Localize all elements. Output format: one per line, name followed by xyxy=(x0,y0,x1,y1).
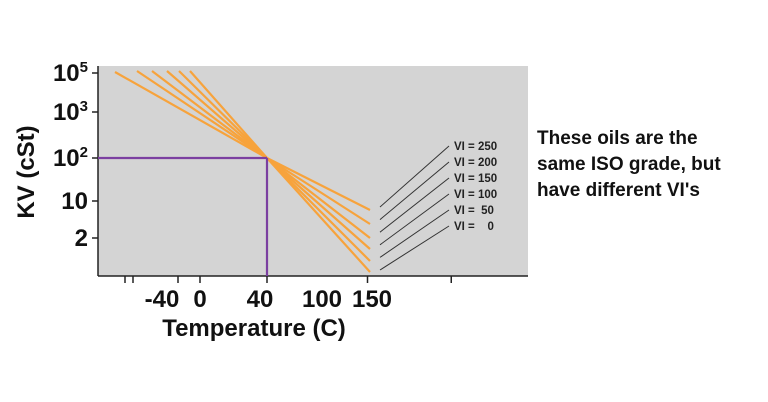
annotation-line: These oils are the xyxy=(537,128,698,149)
x-tick-label: 40 xyxy=(247,286,274,313)
x-tick-label: 0 xyxy=(193,286,206,313)
vi-leader-line xyxy=(379,209,450,258)
vi-leader-line xyxy=(379,193,450,246)
vi-label: VI = 200 xyxy=(454,157,497,169)
vi-leader-line xyxy=(379,225,450,271)
y-tick-label: 10 xyxy=(61,188,88,215)
annotation-line: have different VI's xyxy=(537,180,700,201)
vi-leader-line xyxy=(379,177,450,233)
vi-label: VI = 0 xyxy=(454,221,494,233)
plot-area xyxy=(98,66,528,276)
x-tick-label: -40 xyxy=(145,286,180,313)
y-tick-label: 105 xyxy=(53,59,88,87)
vi-label: VI = 150 xyxy=(454,173,497,185)
y-axis-title: KV (cSt) xyxy=(13,125,40,218)
vi-label: VI = 100 xyxy=(454,189,497,201)
vi-label: VI = 50 xyxy=(454,205,494,217)
x-axis-title: Temperature (C) xyxy=(162,315,346,342)
vi-leader-line xyxy=(379,161,450,220)
annotation-text: These oils are the same ISO grade, but h… xyxy=(537,126,765,204)
x-tick-label: 150 xyxy=(352,286,392,313)
y-tick-label: 2 xyxy=(75,225,88,252)
annotation-line: same ISO grade, but xyxy=(537,154,721,175)
y-tick-label: 103 xyxy=(53,98,88,126)
vi-label: VI = 250 xyxy=(454,141,497,153)
x-tick-label: 100 xyxy=(302,286,342,313)
vi-leader-line xyxy=(379,145,450,208)
y-tick-label: 102 xyxy=(53,144,88,172)
